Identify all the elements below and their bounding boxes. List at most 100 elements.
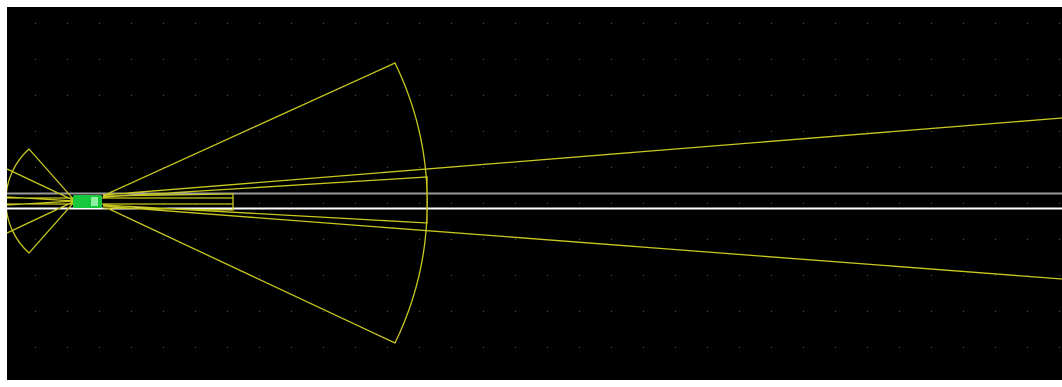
grid-dot xyxy=(643,23,644,24)
ego-vehicle[interactable] xyxy=(73,195,102,208)
grid-dot xyxy=(515,23,516,24)
grid-dot xyxy=(35,311,36,312)
grid-dot xyxy=(1027,239,1028,240)
grid-dot xyxy=(547,59,548,60)
grid-dot xyxy=(355,311,356,312)
grid-dot xyxy=(611,59,612,60)
grid-dot xyxy=(163,59,164,60)
grid-dot xyxy=(739,131,740,132)
grid-dot xyxy=(611,347,612,348)
grid-dot xyxy=(131,59,132,60)
grid-dot xyxy=(323,311,324,312)
grid-dot xyxy=(675,95,676,96)
grid-dot xyxy=(835,23,836,24)
grid-dot xyxy=(675,23,676,24)
grid-dot xyxy=(675,203,676,204)
grid-dot xyxy=(1059,167,1060,168)
grid-dot xyxy=(835,239,836,240)
grid-dot xyxy=(195,347,196,348)
scene-canvas[interactable] xyxy=(7,7,1062,380)
grid-dot xyxy=(35,131,36,132)
grid-dot xyxy=(483,95,484,96)
grid-dot xyxy=(35,23,36,24)
grid-dot xyxy=(931,203,932,204)
grid-dot xyxy=(195,131,196,132)
grid-dot xyxy=(771,275,772,276)
grid-dot xyxy=(99,95,100,96)
grid-dot xyxy=(323,23,324,24)
grid-dot xyxy=(771,131,772,132)
grid-dot xyxy=(419,23,420,24)
grid-dot xyxy=(291,311,292,312)
grid-dot xyxy=(259,59,260,60)
grid-dot xyxy=(419,203,420,204)
grid-dot xyxy=(867,23,868,24)
grid-dot xyxy=(259,239,260,240)
scene-viewport[interactable] xyxy=(7,7,1062,380)
grid-dot xyxy=(579,23,580,24)
grid-dot xyxy=(899,275,900,276)
grid-dot xyxy=(35,239,36,240)
front-long-range-sensor xyxy=(102,117,1062,280)
grid-dot xyxy=(67,311,68,312)
grid-dot xyxy=(35,275,36,276)
grid-dot xyxy=(579,95,580,96)
grid-dot xyxy=(1059,131,1060,132)
grid-dot xyxy=(227,59,228,60)
grid-dot xyxy=(227,95,228,96)
grid-dot xyxy=(387,347,388,348)
grid-dot xyxy=(131,347,132,348)
grid-dot xyxy=(739,203,740,204)
grid-dot xyxy=(195,275,196,276)
grid-dot xyxy=(675,275,676,276)
grid-dot xyxy=(739,59,740,60)
grid-dot xyxy=(739,311,740,312)
grid-dot xyxy=(451,23,452,24)
grid-dot xyxy=(1027,275,1028,276)
grid-dot xyxy=(195,95,196,96)
grid-dot xyxy=(995,95,996,96)
grid-dot xyxy=(483,23,484,24)
grid-dot xyxy=(163,347,164,348)
rear-wide-sensor xyxy=(7,148,76,254)
grid-dot xyxy=(739,167,740,168)
grid-dot xyxy=(35,95,36,96)
grid-dot xyxy=(99,59,100,60)
grid-dot xyxy=(451,59,452,60)
grid-dot xyxy=(387,239,388,240)
grid-dot xyxy=(387,167,388,168)
grid-dot xyxy=(771,347,772,348)
grid-dot xyxy=(227,311,228,312)
grid-dot xyxy=(899,167,900,168)
grid-dot xyxy=(387,311,388,312)
grid-dot xyxy=(771,23,772,24)
grid-dot xyxy=(515,203,516,204)
grid-dot xyxy=(291,131,292,132)
front-short-range-sensor xyxy=(102,193,234,211)
grid-dot xyxy=(899,347,900,348)
grid-dot xyxy=(995,239,996,240)
grid-dot xyxy=(131,311,132,312)
grid-dot xyxy=(707,131,708,132)
grid-dot xyxy=(163,275,164,276)
grid-dot xyxy=(259,203,260,204)
grid-dot xyxy=(643,239,644,240)
grid-dot xyxy=(1027,59,1028,60)
grid-dot xyxy=(803,347,804,348)
grid-dot xyxy=(771,203,772,204)
grid-dot xyxy=(931,95,932,96)
grid-dot xyxy=(995,347,996,348)
grid-dot xyxy=(131,95,132,96)
grid-dot xyxy=(131,275,132,276)
grid-dot xyxy=(323,347,324,348)
grid-dot xyxy=(131,23,132,24)
grid-dot xyxy=(515,131,516,132)
grid-dot xyxy=(323,59,324,60)
grid-dot xyxy=(131,131,132,132)
grid-dot xyxy=(515,347,516,348)
grid-dot xyxy=(67,131,68,132)
grid-dot xyxy=(387,275,388,276)
grid-dot xyxy=(803,311,804,312)
grid-dot xyxy=(803,59,804,60)
grid-dot xyxy=(67,275,68,276)
